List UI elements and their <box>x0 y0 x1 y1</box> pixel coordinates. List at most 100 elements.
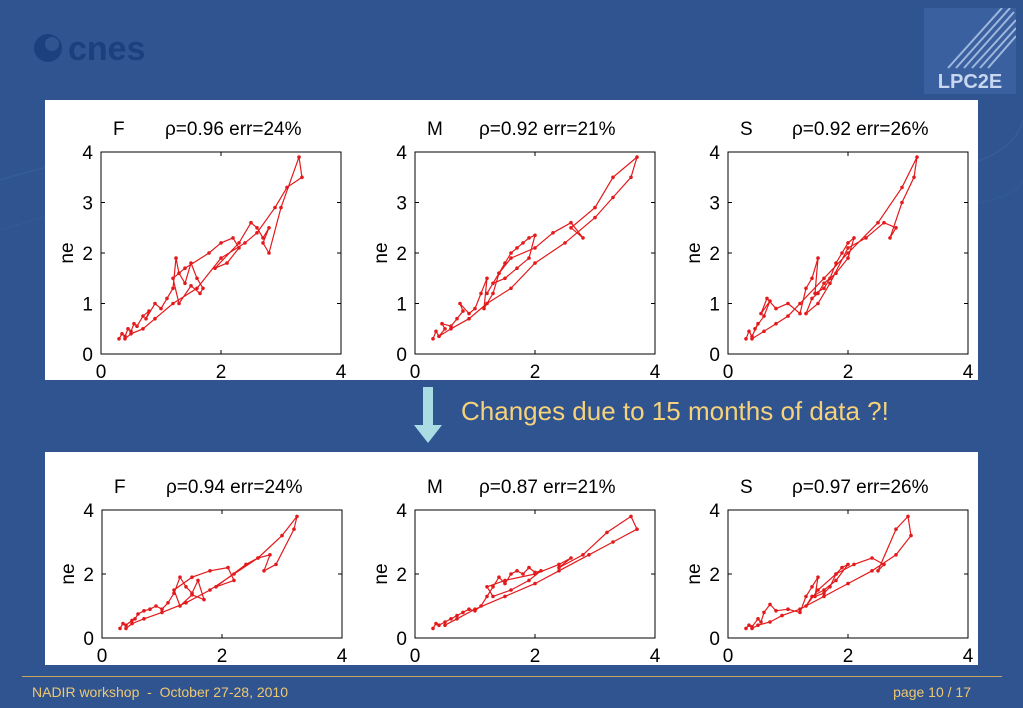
data-point <box>756 623 760 627</box>
x-tick-label: 2 <box>530 646 541 665</box>
data-point <box>129 332 133 336</box>
data-point <box>171 286 175 291</box>
data-point <box>267 251 271 255</box>
y-tick-label: 4 <box>83 501 94 522</box>
data-point <box>762 329 766 334</box>
data-point <box>816 301 820 306</box>
y-tick-label: 2 <box>83 565 94 586</box>
data-point <box>255 231 259 235</box>
y-tick-label: 1 <box>82 295 93 316</box>
data-point <box>144 316 148 321</box>
data-point <box>497 271 501 275</box>
y-tick-label: 2 <box>709 244 720 265</box>
data-point <box>148 607 152 611</box>
data-point <box>300 175 304 180</box>
y-tick-label: 0 <box>396 629 407 650</box>
x-tick-label: 0 <box>96 362 107 380</box>
data-point <box>237 246 241 250</box>
data-point <box>126 327 130 331</box>
data-point <box>473 306 477 311</box>
data-point <box>190 593 194 597</box>
data-point <box>130 621 134 626</box>
data-point <box>129 329 133 334</box>
series-line <box>745 156 918 340</box>
data-point <box>816 588 820 592</box>
data-point <box>593 205 597 210</box>
data-point <box>515 246 519 250</box>
data-point <box>455 316 459 321</box>
data-point <box>581 553 585 557</box>
data-point <box>509 286 513 291</box>
data-point <box>124 626 128 631</box>
cnes-logo-text: cnes <box>68 30 146 68</box>
x-tick-label: 0 <box>410 646 421 665</box>
data-point <box>485 594 489 599</box>
data-point <box>159 306 163 311</box>
data-point <box>515 569 519 573</box>
data-point <box>160 610 164 615</box>
data-point <box>117 337 121 341</box>
data-point <box>635 155 639 159</box>
data-point <box>750 337 754 341</box>
data-point <box>515 266 519 270</box>
axes-box <box>727 509 969 639</box>
data-point <box>133 617 137 621</box>
data-point <box>503 578 507 583</box>
data-point <box>804 604 808 608</box>
x-tick-label: 0 <box>723 646 734 665</box>
data-point <box>136 612 140 616</box>
y-tick-label: 1 <box>396 295 407 316</box>
data-point <box>629 514 633 519</box>
data-point <box>195 276 199 281</box>
data-point <box>142 609 146 613</box>
data-point <box>813 594 817 599</box>
data-point <box>882 562 886 567</box>
data-point <box>810 296 814 301</box>
data-point <box>900 185 904 190</box>
data-point <box>118 626 122 631</box>
data-point <box>461 309 465 313</box>
data-point <box>198 291 202 296</box>
data-point <box>165 296 169 301</box>
y-tick-label: 3 <box>709 194 720 215</box>
data-point <box>467 316 471 321</box>
data-point <box>810 585 814 589</box>
data-point <box>533 581 537 586</box>
data-point <box>255 226 259 230</box>
x-tick-label: 4 <box>963 646 974 665</box>
axes-box <box>100 151 342 355</box>
data-point <box>587 553 591 557</box>
x-tick-label: 4 <box>337 646 348 665</box>
y-axis-label: ne <box>58 563 79 584</box>
data-point <box>635 527 639 531</box>
data-point <box>786 607 790 611</box>
data-point <box>183 266 187 270</box>
y-tick-label: 4 <box>709 501 720 522</box>
data-point <box>747 329 751 334</box>
x-tick-label: 2 <box>843 646 854 665</box>
data-point <box>894 226 898 230</box>
y-tick-label: 2 <box>396 565 407 586</box>
data-point <box>434 621 438 626</box>
data-point <box>503 276 507 281</box>
data-point <box>828 281 832 286</box>
data-point <box>762 314 766 318</box>
data-point <box>261 236 265 240</box>
data-point <box>894 527 898 531</box>
data-point <box>455 617 459 621</box>
data-point <box>482 306 486 311</box>
data-point <box>497 575 501 579</box>
data-point <box>485 585 489 589</box>
data-point <box>822 594 826 599</box>
data-point <box>243 241 247 245</box>
data-point <box>744 337 748 341</box>
data-point <box>443 623 447 627</box>
y-tick-label: 3 <box>396 194 407 215</box>
data-point <box>828 276 832 281</box>
data-point <box>172 591 176 595</box>
data-point <box>219 256 223 260</box>
data-point <box>876 569 880 573</box>
down-arrow-icon <box>414 387 442 443</box>
data-point <box>593 215 597 220</box>
